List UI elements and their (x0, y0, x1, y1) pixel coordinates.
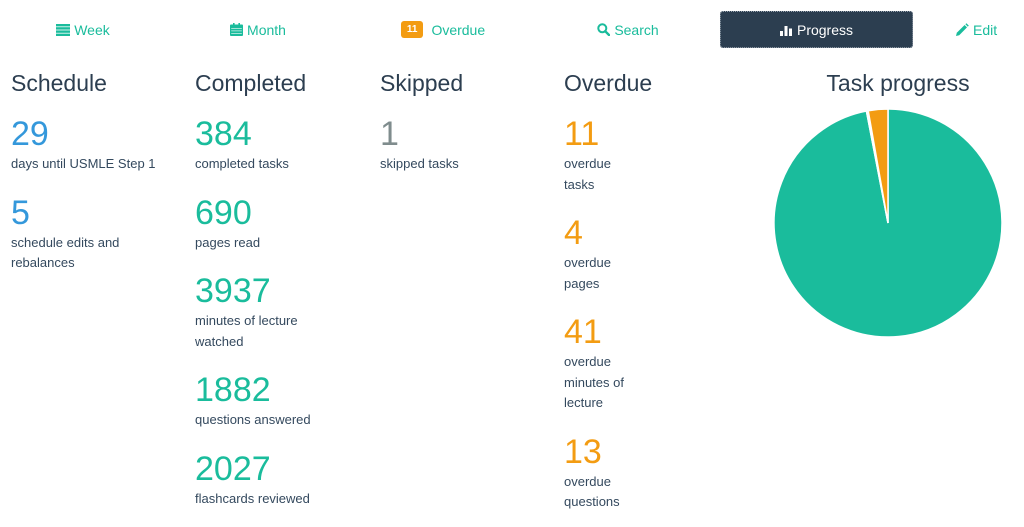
stat-overdue-questions: 13 overdue questions (564, 432, 684, 513)
stat-value: 11 (564, 115, 600, 153)
stat-label: skipped tasks (380, 156, 459, 171)
bar-chart-icon (779, 25, 792, 36)
nav-week-label: Week (74, 21, 110, 38)
stat-value: 690 (195, 193, 252, 232)
task-progress-chart: Task progress (760, 66, 1024, 338)
stat-value: 5 (11, 193, 30, 232)
stat-value: 384 (195, 115, 252, 153)
nav-month-label: Month (247, 21, 286, 38)
stat-label: overdue pages (564, 255, 611, 291)
stat-value: 1882 (195, 371, 271, 409)
nav-week-button[interactable]: Week (0, 11, 166, 48)
stat-pages-read: 690 pages read (195, 193, 365, 254)
task-progress-pie (773, 108, 1003, 338)
stat-lecture-minutes: 3937 minutes of lecture watched (195, 271, 365, 352)
nav-progress-button[interactable]: Progress (720, 11, 913, 48)
overdue-count-badge: 11 (400, 21, 424, 38)
calendar-icon (230, 23, 244, 36)
list-icon (56, 23, 71, 36)
stat-label: overdue minutes of lecture (564, 354, 624, 410)
stat-label: completed tasks (195, 156, 289, 171)
stat-days-until-exam: 29 days until USMLE Step 1 (11, 114, 181, 175)
pie-slice-overdue[interactable] (867, 108, 889, 224)
pencil-icon (956, 22, 969, 36)
overdue-column: Overdue 11 overdue tasks 4 overdue pages… (564, 66, 684, 513)
nav-search-button[interactable]: Search (545, 11, 711, 48)
stat-value: 13 (564, 432, 602, 471)
top-nav: Week Month 11 Overdue Search Progress Ed… (0, 0, 1024, 60)
stat-overdue-lecture: 41 overdue minutes of lecture (564, 312, 684, 414)
chart-title: Task progress (826, 70, 970, 96)
stat-label: days until USMLE Step 1 (11, 156, 156, 171)
schedule-column: Schedule 29 days until USMLE Step 1 5 sc… (11, 66, 181, 274)
skipped-heading: Skipped (380, 70, 464, 96)
nav-overdue-button[interactable]: 11 Overdue (360, 11, 526, 48)
stat-value: 2027 (195, 449, 271, 488)
nav-edit-label: Edit (973, 21, 998, 38)
search-icon (597, 23, 611, 36)
stat-value: 3937 (195, 272, 271, 310)
stat-overdue-tasks: 11 overdue tasks (564, 114, 684, 195)
schedule-heading: Schedule (11, 70, 107, 96)
stat-label: schedule edits and rebalances (11, 234, 120, 271)
stat-flashcards-reviewed: 2027 flashcards reviewed (195, 449, 365, 510)
nav-progress-label: Progress (796, 21, 854, 38)
stat-value: 41 (564, 313, 602, 351)
stat-value: 1 (380, 115, 399, 153)
stat-overdue-pages: 4 overdue pages (564, 213, 684, 294)
overdue-heading: Overdue (564, 70, 653, 96)
skipped-column: Skipped 1 skipped tasks (380, 66, 550, 175)
completed-heading: Completed (195, 70, 307, 96)
stat-label: overdue tasks (564, 156, 611, 192)
stat-value: 29 (11, 115, 49, 153)
stat-value: 4 (564, 214, 583, 252)
stat-skipped-tasks: 1 skipped tasks (380, 114, 550, 175)
stat-questions-answered: 1882 questions answered (195, 370, 365, 431)
stat-label: pages read (195, 234, 261, 250)
stat-completed-tasks: 384 completed tasks (195, 114, 365, 175)
stat-label: minutes of lecture watched (195, 313, 298, 349)
stat-label: questions answered (195, 412, 311, 427)
nav-search-label: Search (614, 21, 659, 38)
stat-label: flashcards reviewed (195, 490, 310, 506)
nav-month-button[interactable]: Month (175, 11, 341, 48)
stat-label: overdue questions (564, 473, 620, 510)
stat-schedule-edits: 5 schedule edits and rebalances (11, 193, 181, 274)
nav-edit-button[interactable]: Edit (955, 11, 1024, 48)
completed-column: Completed 384 completed tasks 690 pages … (195, 66, 365, 509)
nav-overdue-label: Overdue (431, 21, 486, 38)
